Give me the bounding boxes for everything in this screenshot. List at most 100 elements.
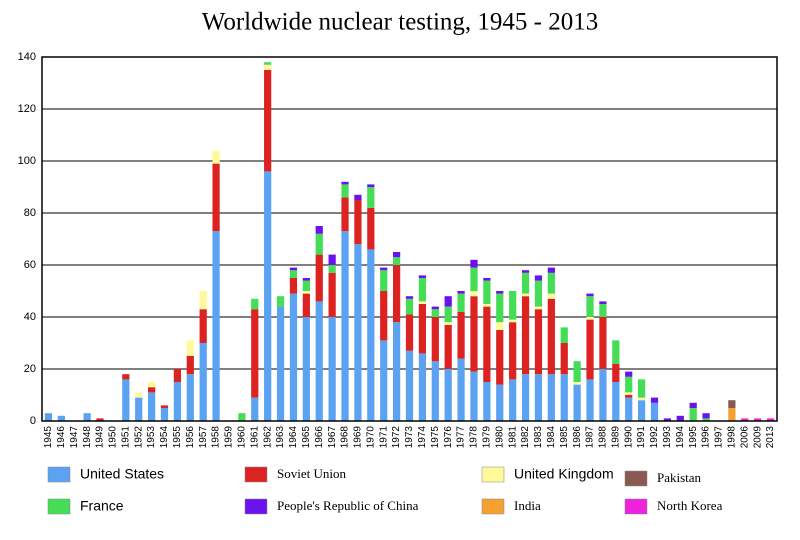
bar-segment	[264, 70, 272, 172]
bar-segment	[392, 252, 401, 258]
legend-swatch	[624, 498, 648, 515]
bar-segment	[405, 350, 414, 421]
bar-segment	[496, 384, 504, 421]
bar-segment	[135, 397, 143, 421]
bar-segment	[173, 369, 182, 382]
bar-segment	[483, 280, 491, 304]
bar-segment	[354, 194, 362, 200]
bar-segment	[212, 163, 220, 232]
bar-segment	[457, 293, 465, 312]
x-tick-label: 1958	[211, 426, 222, 449]
x-tick-label: 1995	[688, 426, 699, 449]
x-tick-label: 1951	[120, 426, 131, 449]
bar-segment	[289, 293, 298, 421]
legend-label: Pakistan	[657, 470, 702, 485]
bar-segment	[431, 309, 439, 317]
bar-segment	[199, 291, 207, 310]
legend-label: India	[514, 498, 541, 513]
x-tick-label: 1965	[301, 426, 312, 449]
bar-segment	[521, 272, 530, 294]
bar-segment	[392, 322, 401, 421]
bar-segment	[431, 361, 439, 421]
bar-segment	[405, 296, 414, 299]
x-tick-label: 1954	[159, 426, 170, 449]
bar-segment	[483, 304, 491, 307]
bar-segment	[586, 379, 594, 421]
bar-segment	[547, 267, 555, 273]
bar-segment	[599, 304, 607, 317]
bar-segment	[637, 400, 646, 421]
bar-segment	[302, 293, 310, 317]
bar-segment	[483, 278, 491, 281]
bar-segment	[534, 280, 543, 307]
bar-segment	[276, 296, 285, 307]
bar-segment	[418, 304, 427, 354]
bar-segment	[586, 296, 594, 317]
y-tick-label: 0	[30, 415, 36, 427]
bar-segment	[547, 374, 555, 421]
bar-segment	[625, 371, 633, 377]
bar-segment	[650, 402, 659, 421]
y-tick-label: 20	[24, 363, 36, 375]
x-tick-label: 1957	[198, 426, 209, 449]
bar-segment	[521, 374, 530, 421]
bar-segment	[276, 306, 285, 421]
x-tick-label: 1989	[610, 426, 621, 449]
y-tick-label: 80	[24, 207, 36, 219]
x-tick-label: 1967	[327, 426, 338, 449]
x-tick-label: 1947	[69, 426, 80, 449]
x-tick-label: 1988	[598, 426, 609, 449]
plot-frame	[41, 56, 778, 422]
bar-segment	[457, 358, 465, 421]
bar-segment	[418, 301, 427, 304]
bar-segment	[251, 397, 259, 421]
legend-swatch	[624, 470, 648, 487]
bar-segment	[392, 257, 401, 265]
bar-segment	[328, 254, 336, 265]
x-tick-label: 1946	[56, 426, 67, 449]
x-tick-label: 1963	[275, 426, 286, 449]
bar-segment	[367, 187, 375, 208]
bar-segment	[315, 254, 323, 302]
x-tick-label: 1969	[353, 426, 364, 449]
bar-segment	[560, 327, 568, 343]
bar-segment	[367, 184, 375, 187]
x-tick-label: 1966	[314, 426, 325, 449]
bar-segment	[289, 267, 298, 271]
x-tick-label: 1952	[133, 426, 144, 449]
bar-segment	[302, 317, 310, 421]
bar-segment	[754, 418, 762, 421]
x-tick-label: 1972	[391, 426, 402, 449]
bar-segment	[135, 392, 143, 398]
bar-segment	[186, 340, 194, 356]
bar-segment	[586, 293, 594, 297]
bar-segment	[496, 293, 504, 323]
bar-segment	[650, 397, 659, 403]
bar-segment	[625, 397, 633, 421]
bar-segment	[470, 259, 478, 268]
bar-segment	[521, 296, 530, 375]
bar-segment	[328, 272, 336, 317]
bar-segment	[173, 382, 182, 421]
y-tick-label: 120	[18, 103, 36, 115]
x-tick-label: 1993	[662, 426, 673, 449]
bar-segment	[44, 413, 53, 421]
bar-segment	[315, 226, 323, 234]
bar-segment	[418, 353, 427, 421]
bar-segment	[405, 298, 414, 315]
x-tick-label: 1955	[172, 426, 183, 449]
x-tick-label: 1987	[585, 426, 596, 449]
bar-segment	[470, 291, 478, 297]
bar-segment	[741, 418, 749, 421]
bar-segment	[302, 278, 310, 281]
x-tick-label: 1960	[237, 426, 248, 449]
bar-segment	[147, 382, 156, 388]
bar-segment	[405, 314, 414, 351]
x-tick-label: 1984	[546, 426, 557, 449]
bar-segment	[521, 293, 530, 297]
bar-segment	[418, 275, 427, 278]
x-tick-label: 1982	[520, 426, 531, 449]
x-tick-label: 1983	[533, 426, 544, 449]
bar-segment	[702, 413, 710, 419]
legend-swatch	[47, 466, 71, 483]
